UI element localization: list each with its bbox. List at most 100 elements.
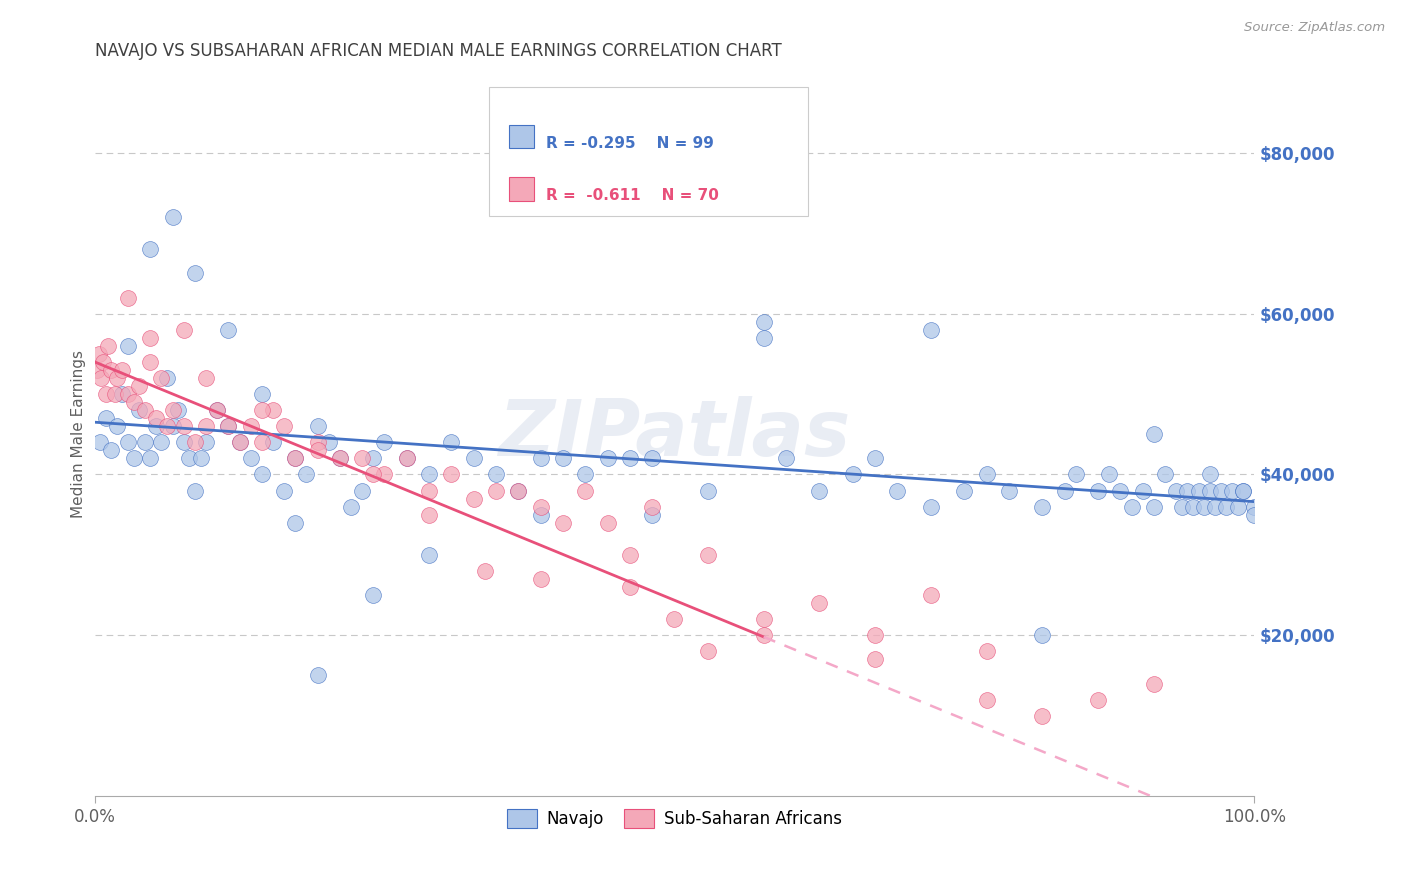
Point — [295, 467, 318, 482]
Point — [97, 339, 120, 353]
Point — [307, 443, 329, 458]
Point — [976, 467, 998, 482]
Point — [139, 355, 162, 369]
Point — [184, 435, 207, 450]
Point — [329, 451, 352, 466]
Point — [474, 564, 496, 578]
Point — [105, 371, 128, 385]
Point — [1166, 483, 1188, 498]
Point — [1187, 483, 1209, 498]
Point — [1232, 483, 1254, 498]
Point — [1232, 483, 1254, 498]
Point — [574, 483, 596, 498]
Point — [307, 419, 329, 434]
Point — [463, 451, 485, 466]
Point — [863, 652, 886, 666]
Point — [1243, 500, 1265, 514]
Point — [1192, 500, 1215, 514]
Point — [440, 467, 463, 482]
Point — [1154, 467, 1177, 482]
Point — [150, 371, 173, 385]
Point — [842, 467, 865, 482]
Point — [250, 435, 273, 450]
Point — [508, 483, 530, 498]
Point — [363, 588, 385, 602]
Point — [352, 483, 374, 498]
Point — [1109, 483, 1132, 498]
Point — [1098, 467, 1121, 482]
Point — [122, 451, 145, 466]
Point — [104, 387, 127, 401]
Point — [105, 419, 128, 434]
Point — [195, 371, 218, 385]
Point — [329, 451, 352, 466]
Point — [150, 435, 173, 450]
Point — [207, 403, 229, 417]
Point — [190, 451, 212, 466]
Point — [156, 419, 179, 434]
Point — [863, 628, 886, 642]
Point — [217, 419, 239, 434]
Point — [920, 588, 942, 602]
Point — [207, 403, 229, 417]
Point — [100, 363, 122, 377]
Point — [90, 371, 112, 385]
Point — [619, 548, 641, 562]
Point — [117, 435, 139, 450]
Point — [139, 451, 162, 466]
Point — [1132, 483, 1154, 498]
Point — [530, 500, 553, 514]
Point — [111, 387, 134, 401]
Point — [273, 483, 295, 498]
Point — [485, 467, 508, 482]
Point — [551, 516, 574, 530]
Point — [976, 644, 998, 658]
Point — [418, 548, 440, 562]
Point — [530, 572, 553, 586]
Point — [352, 451, 374, 466]
Point — [239, 451, 262, 466]
Point — [1204, 500, 1226, 514]
Point — [752, 628, 775, 642]
Point — [530, 451, 553, 466]
Point — [596, 516, 619, 530]
Point — [184, 483, 207, 498]
Point — [139, 331, 162, 345]
Point — [262, 403, 284, 417]
FancyBboxPatch shape — [509, 178, 534, 201]
Point — [775, 451, 797, 466]
Point — [574, 467, 596, 482]
Point — [307, 668, 329, 682]
Point — [1031, 500, 1053, 514]
Point — [1177, 483, 1199, 498]
Point — [808, 596, 831, 610]
Point — [485, 483, 508, 498]
Point — [752, 612, 775, 626]
Point — [318, 435, 340, 450]
Point — [619, 451, 641, 466]
Point — [1171, 500, 1194, 514]
Point — [418, 467, 440, 482]
Point — [250, 467, 273, 482]
Point — [89, 435, 111, 450]
Text: NAVAJO VS SUBSAHARAN AFRICAN MEDIAN MALE EARNINGS CORRELATION CHART: NAVAJO VS SUBSAHARAN AFRICAN MEDIAN MALE… — [94, 42, 782, 60]
Point — [156, 371, 179, 385]
Point — [239, 419, 262, 434]
Point — [373, 467, 395, 482]
Point — [463, 491, 485, 506]
Point — [395, 451, 418, 466]
Point — [262, 435, 284, 450]
Point — [363, 451, 385, 466]
Point — [87, 347, 110, 361]
Point — [173, 435, 195, 450]
Point — [1181, 500, 1204, 514]
Text: Source: ZipAtlas.com: Source: ZipAtlas.com — [1244, 21, 1385, 34]
Point — [418, 508, 440, 522]
Point — [1121, 500, 1143, 514]
Point — [128, 379, 150, 393]
Text: ZIPatlas: ZIPatlas — [498, 396, 851, 472]
Point — [117, 387, 139, 401]
Point — [86, 363, 108, 377]
Point — [228, 435, 250, 450]
Point — [530, 508, 553, 522]
